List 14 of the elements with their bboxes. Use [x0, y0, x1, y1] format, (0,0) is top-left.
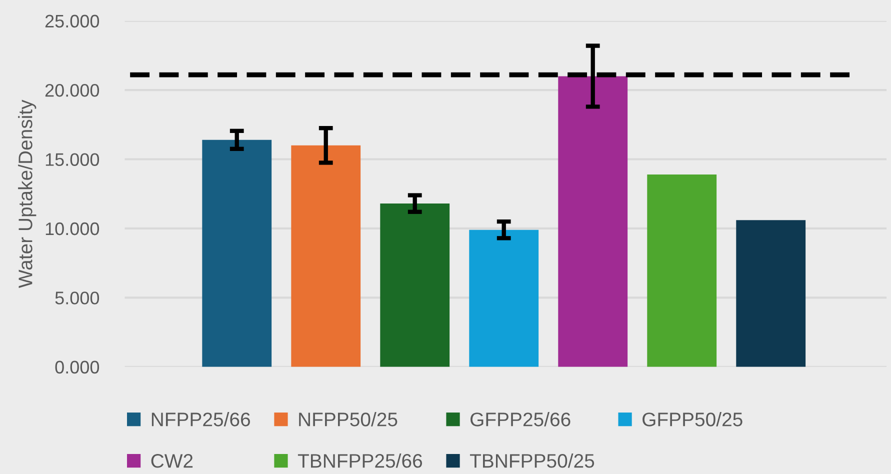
legend-label: GFPP25/66	[470, 412, 570, 426]
legend-label: CW2	[151, 454, 193, 468]
legend-label: TBNFPP50/25	[470, 454, 594, 468]
legend-label: NFPP25/66	[152, 412, 250, 426]
legend-label: GFPP50/25	[642, 412, 742, 426]
y-tick-label: 0.000	[55, 360, 100, 374]
y-tick-label: 15.000	[46, 153, 100, 166]
legend-label: TBNFPP25/66	[298, 454, 422, 468]
y-axis-title: Water Uptake/Density	[18, 100, 36, 288]
y-tick-label: 10.000	[46, 222, 100, 236]
y-tick-label: 20.000	[45, 84, 100, 97]
y-tick-label: 5.000	[55, 292, 100, 304]
legend-label: NFPP50/25	[299, 412, 398, 426]
y-tick-label: 25.000	[45, 14, 100, 28]
